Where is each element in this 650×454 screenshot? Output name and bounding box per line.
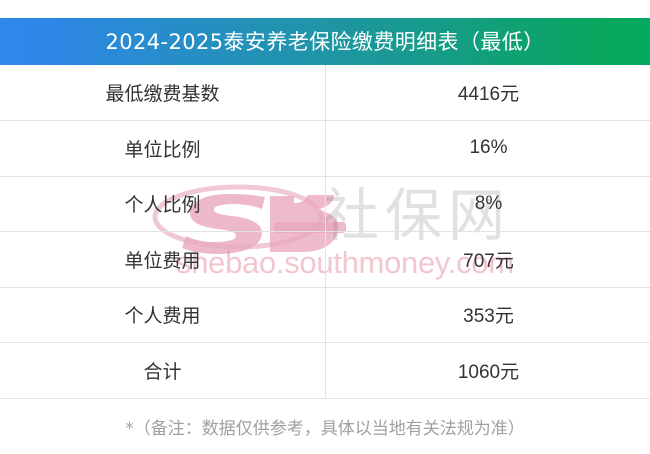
table-row: 单位费用 707元 xyxy=(0,231,650,288)
table-row: 个人比例 8% xyxy=(0,176,650,232)
footnote-disclaimer: *（备注：数据仅供参考，具体以当地有关法规为准） xyxy=(125,419,525,439)
table-row: 最低缴费基数 4416元 xyxy=(0,65,650,121)
row-value-employer-rate: 16% xyxy=(325,120,650,177)
row-label-employer-rate: 单位比例 xyxy=(0,120,326,177)
row-value-personal-rate: 8% xyxy=(325,176,650,232)
table-title-bar: 2024-2025泰安养老保险缴费明细表（最低） xyxy=(0,18,650,65)
row-value-min-base: 4416元 xyxy=(325,65,650,121)
page-title: 2024-2025泰安养老保险缴费明细表（最低） xyxy=(105,29,545,54)
row-value-personal-fee: 353元 xyxy=(325,287,650,343)
row-label-total: 合计 xyxy=(0,342,326,399)
row-label-personal-rate: 个人比例 xyxy=(0,176,326,232)
row-label-employer-fee: 单位费用 xyxy=(0,231,326,288)
table-body: 最低缴费基数 4416元 单位比例 16% 个人比例 8% 单位费用 707元 … xyxy=(0,65,650,399)
table-row: 合计 1060元 xyxy=(0,342,650,399)
table-row: 单位比例 16% xyxy=(0,120,650,177)
table-row: 个人费用 353元 xyxy=(0,287,650,343)
row-value-employer-fee: 707元 xyxy=(325,231,650,288)
pension-detail-table: 最低缴费基数 4416元 单位比例 16% 个人比例 8% 单位费用 707元 … xyxy=(0,65,650,399)
row-value-total: 1060元 xyxy=(325,342,650,399)
row-label-personal-fee: 个人费用 xyxy=(0,287,326,343)
row-label-min-base: 最低缴费基数 xyxy=(0,65,326,121)
